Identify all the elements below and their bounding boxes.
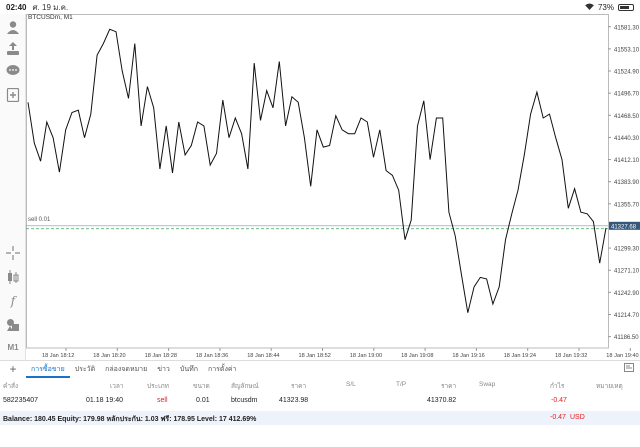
x-tick-label: 18 Jan 18:28 [145, 353, 177, 359]
y-tick-label: 41553.10 [614, 47, 640, 53]
clock: 02:40 [6, 2, 27, 12]
y-tick-label: 41271.10 [614, 269, 640, 275]
positions-table-header: คำสั่ง เวลา ประเภท ขนาด สัญลักษณ์ ราคา S… [0, 378, 640, 392]
battery-percent: 73% [597, 2, 614, 12]
battery-fill [620, 5, 629, 9]
cell-type: sell [157, 397, 168, 404]
tab-3[interactable]: ข่าว [157, 365, 170, 373]
x-tick-label: 18 Jan 19:40 [606, 353, 638, 359]
x-tick-label: 18 Jan 19:16 [452, 353, 484, 359]
left-toolbar: f M1 [0, 14, 26, 360]
col-comment: หมายเหตุ [596, 383, 623, 390]
timeframe-button[interactable]: M1 [7, 342, 19, 352]
y-tick-label: 41496.70 [614, 92, 640, 98]
account-icon[interactable] [4, 18, 22, 36]
col-price-current: ราคา [441, 383, 457, 390]
col-sl: S/L [346, 381, 356, 388]
objects-icon[interactable] [4, 316, 22, 334]
battery-icon [618, 3, 634, 11]
y-tick-label: 41581.30 [614, 25, 640, 31]
y-tick-label: 41242.90 [614, 291, 640, 297]
y-tick-label: 41440.30 [614, 136, 640, 142]
col-size: ขนาด [193, 383, 210, 390]
table-row[interactable]: 582235407 01.18 19:40 sell 0.01 btcusdm … [0, 394, 640, 408]
col-swap: Swap [479, 381, 496, 388]
cell-symbol: btcusdm [231, 397, 258, 404]
col-symbol: สัญลักษณ์ [231, 383, 259, 390]
price-line [27, 28, 607, 313]
current-price-label: 41327.68 [611, 224, 637, 230]
y-tick-label: 41383.90 [614, 180, 640, 186]
cell-time: 01.18 19:40 [86, 397, 123, 404]
function-icon[interactable]: f [10, 294, 16, 308]
wifi-icon [585, 2, 594, 12]
indicators-icon[interactable] [4, 268, 22, 286]
price-chart[interactable]: 41581.30 41553.10 41524.90 41496.70 41468.50… [26, 14, 640, 360]
y-tick-label: 41214.70 [614, 313, 640, 319]
crosshair-icon[interactable] [4, 244, 22, 262]
x-tick-label: 18 Jan 18:12 [42, 353, 74, 359]
chat-icon[interactable] [4, 62, 22, 80]
chart-canvas: 41581.30 41553.10 41524.90 41496.70 41468.50… [26, 14, 640, 359]
tab-4[interactable]: บันทึก [179, 365, 198, 373]
y-tick-label: 41355.70 [614, 202, 640, 208]
profit-currency: USD [570, 414, 585, 421]
balance-summary: Balance: 180.45 Equity: 179.98 หลักประกั… [3, 416, 257, 423]
cell-ticket: 582235407 [3, 397, 39, 404]
current-price-tag [609, 221, 640, 230]
total-profit: -0.47 [550, 414, 566, 421]
col-tp: T/P [396, 381, 407, 388]
chart-symbol-label: BTCUSDm, M1 [28, 14, 73, 21]
x-tick-label: 18 Jan 18:44 [247, 353, 279, 359]
x-tick-label: 18 Jan 18:36 [196, 353, 228, 359]
tab-1[interactable]: ประวัติ [74, 365, 96, 373]
y-tick-label: 41186.50 [614, 335, 639, 341]
y-tick-label: 41412.10 [614, 158, 640, 164]
add-tab-icon[interactable]: + [9, 362, 17, 376]
tab-2[interactable]: กล่องจดหมาย [105, 365, 148, 373]
x-tick-label: 18 Jan 18:20 [93, 353, 125, 359]
expand-panel-icon[interactable] [624, 363, 634, 375]
y-tick-label: 41299.30 [614, 247, 640, 253]
add-icon[interactable] [4, 86, 22, 104]
x-tick-label: 18 Jan 18:52 [299, 353, 331, 359]
col-type: ประเภท [147, 383, 169, 390]
col-profit: กำไร [550, 383, 565, 390]
x-tick-label: 18 Jan 19:24 [504, 353, 536, 359]
tab-list: การซื้อขาย ประวัติ กล่องจดหมาย ข่าว บันทึก กา… [26, 361, 241, 378]
x-tick-label: 18 Jan 19:32 [555, 353, 587, 359]
status-right: 73% [585, 3, 634, 12]
bottom-tab-bar: + การซื้อขาย ประวัติ กล่องจดหมาย ข่าว บันทึก… [0, 360, 640, 378]
tab-0[interactable]: การซื้อขาย [26, 361, 70, 378]
cell-current-price: 41370.82 [427, 397, 457, 404]
x-tick-label: 18 Jan 19:08 [401, 353, 433, 359]
tab-5[interactable]: การตั้งค่า [207, 365, 237, 373]
cell-profit: -0.47 [551, 397, 567, 404]
col-time: เวลา [110, 383, 124, 390]
y-tick-label: 41524.90 [614, 70, 640, 76]
trade-icon[interactable] [4, 40, 22, 58]
sell-order-label: sell 0.01 [28, 217, 51, 223]
y-tick-label: 41468.50 [614, 114, 640, 120]
plot-frame [26, 14, 609, 349]
cell-size: 0.01 [196, 397, 210, 404]
x-tick-label: 18 Jan 19:00 [350, 353, 382, 359]
col-ticket: คำสั่ง [3, 383, 19, 390]
col-price: ราคา [291, 383, 307, 390]
cell-open-price: 41323.98 [279, 397, 309, 404]
date: ศ. 19 ม.ค. [32, 2, 69, 12]
status-bar: 02:40 ศ. 19 ม.ค. 73% [0, 0, 640, 14]
empty-area [0, 425, 640, 447]
balance-bar: Balance: 180.45 Equity: 179.98 หลักประกั… [0, 411, 640, 425]
